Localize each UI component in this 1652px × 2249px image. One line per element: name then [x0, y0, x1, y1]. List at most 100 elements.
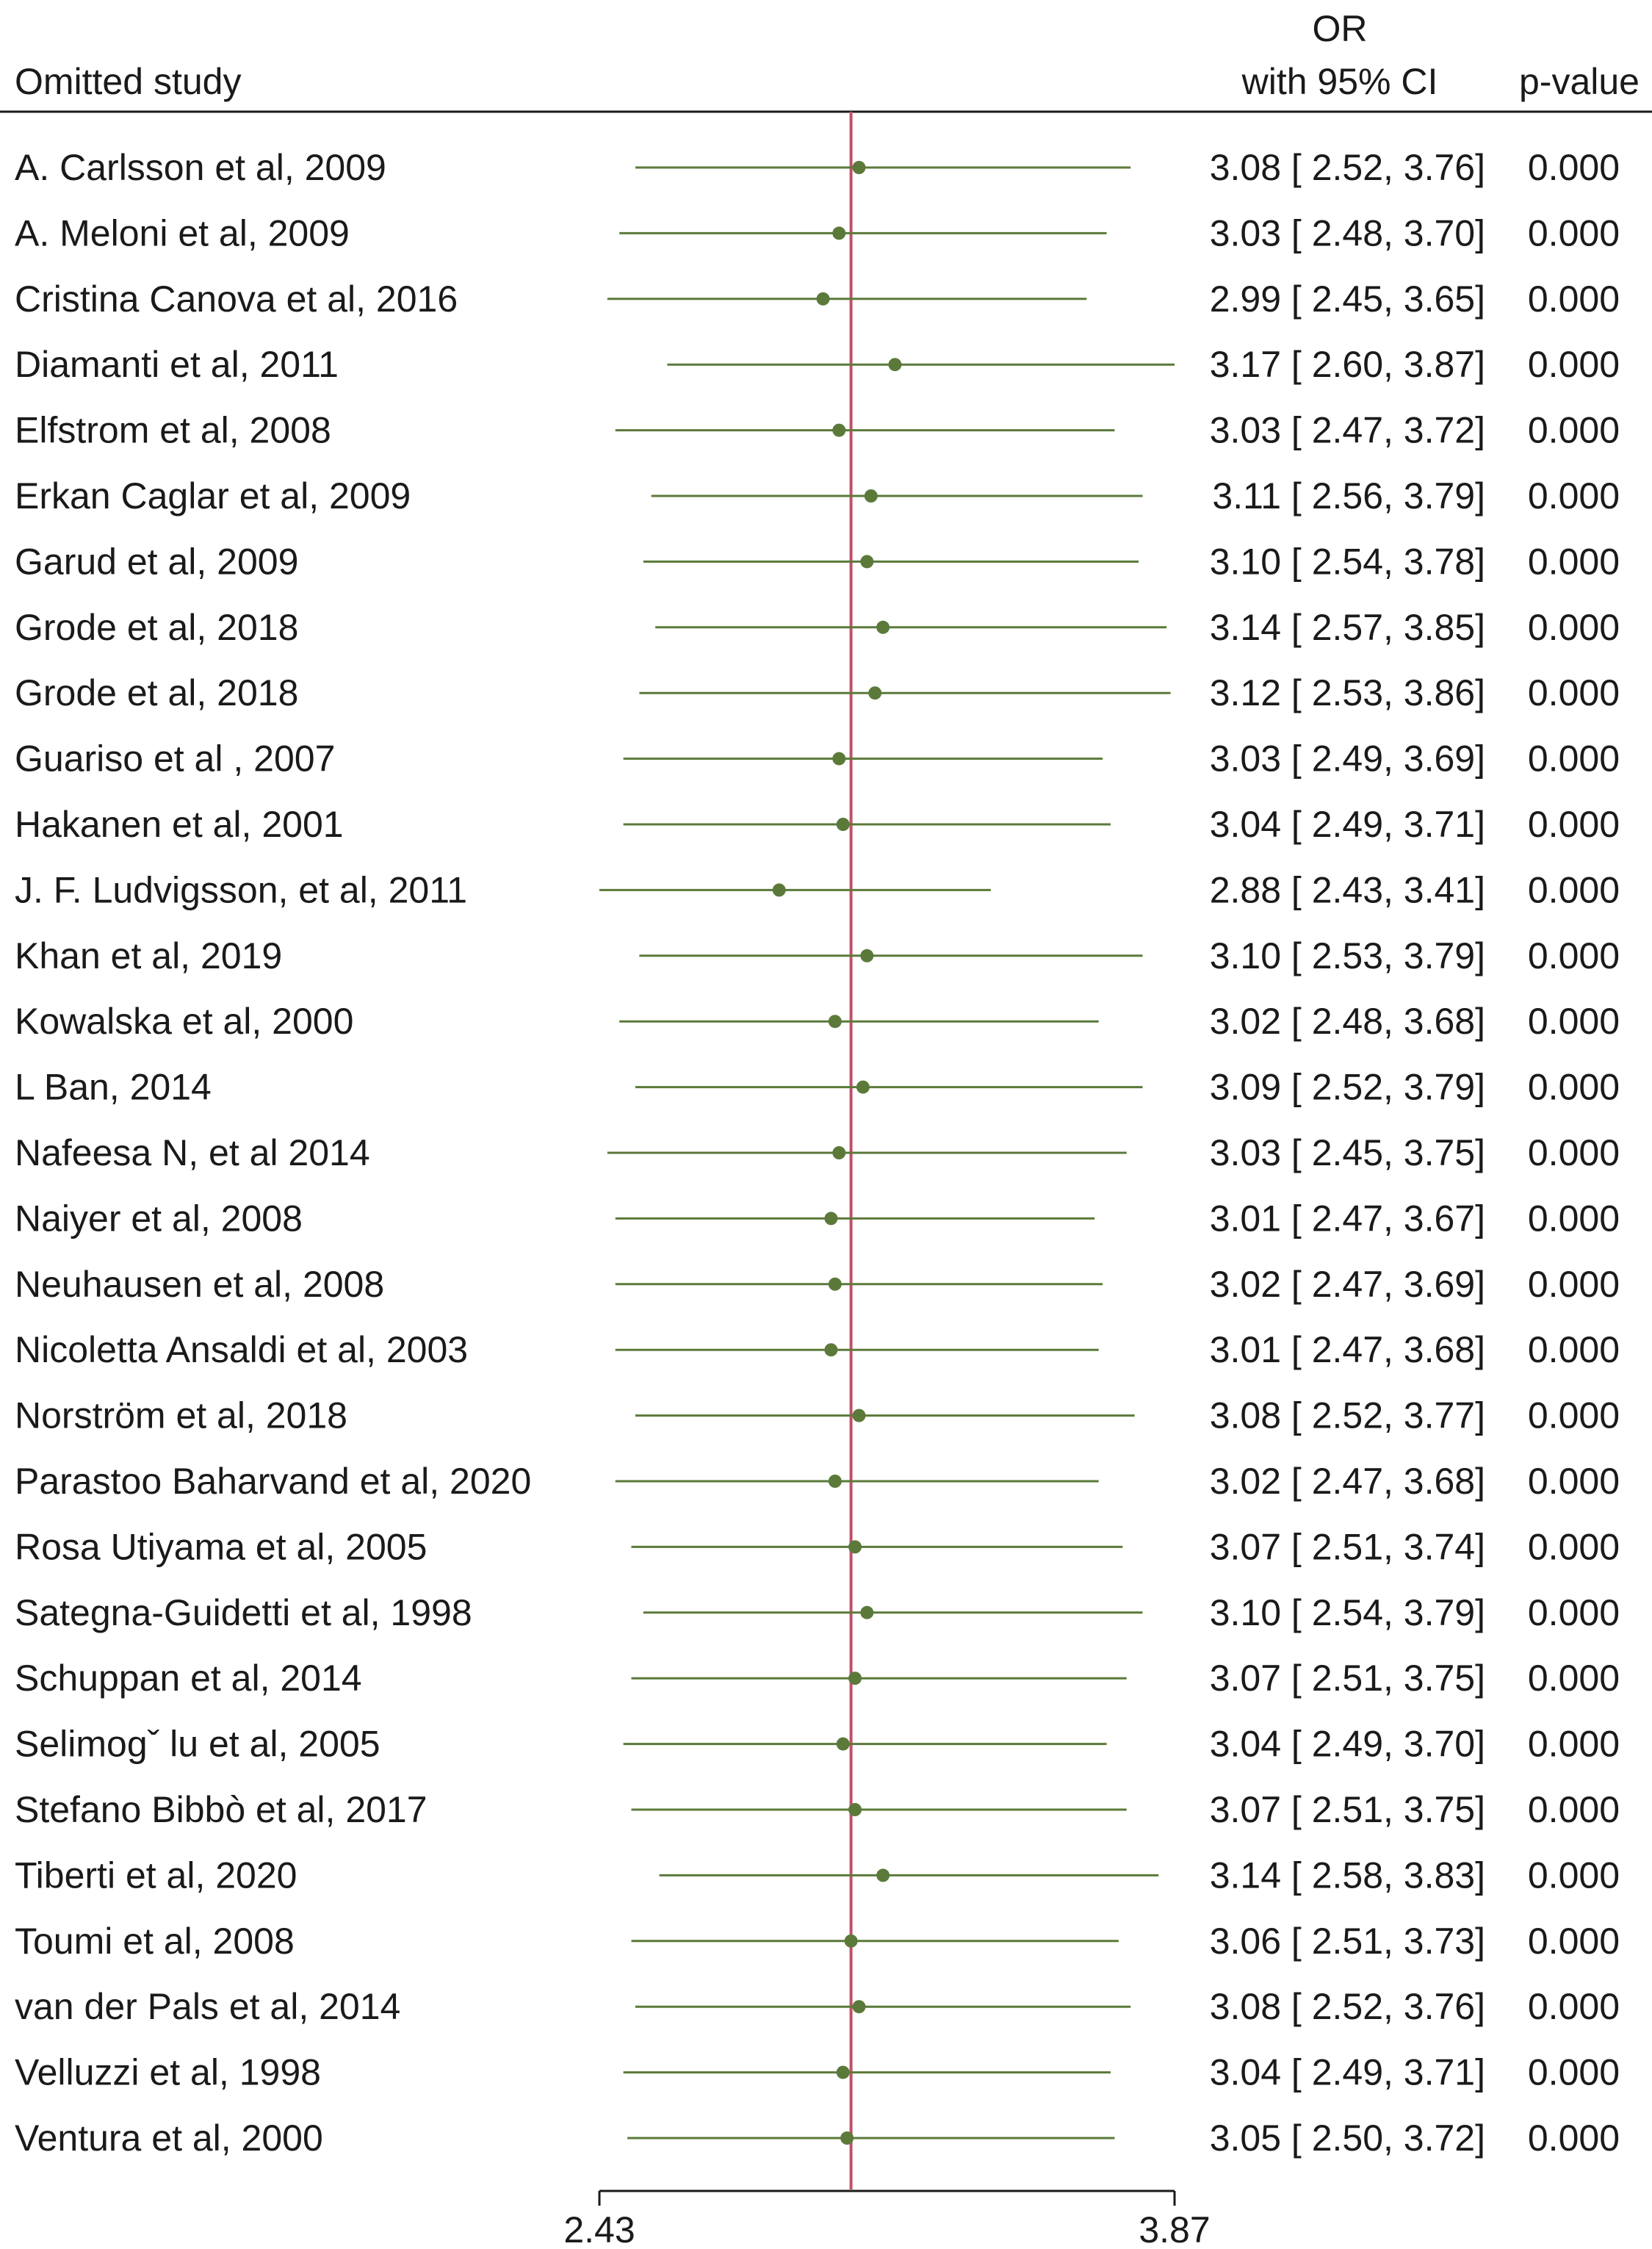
study-label: Neuhausen et al, 2008 — [15, 1264, 384, 1305]
or-ci-value: 3.17 [ 2.60, 3.87] — [1210, 344, 1485, 385]
p-value: 0.000 — [1528, 278, 1620, 320]
p-value: 0.000 — [1528, 607, 1620, 648]
or-ci-value: 3.04 [ 2.49, 3.71] — [1210, 804, 1485, 845]
or-ci-value: 3.03 [ 2.48, 3.70] — [1210, 212, 1485, 253]
or-ci-value: 3.10 [ 2.53, 3.79] — [1210, 935, 1485, 976]
point-estimate — [864, 489, 878, 503]
study-label: Sategna-Guidetti et al, 1998 — [15, 1592, 472, 1633]
point-estimate — [772, 883, 786, 897]
or-ci-value: 3.14 [ 2.57, 3.85] — [1210, 607, 1485, 648]
or-ci-value: 3.03 [ 2.47, 3.72] — [1210, 410, 1485, 451]
point-estimate — [828, 1475, 842, 1488]
p-value: 0.000 — [1528, 1132, 1620, 1173]
point-estimate — [828, 1277, 842, 1291]
or-ci-value: 3.05 [ 2.50, 3.72] — [1210, 2117, 1485, 2159]
p-value: 0.000 — [1528, 935, 1620, 976]
study-label: Nafeesa N, et al 2014 — [15, 1132, 370, 1173]
study-label: Khan et al, 2019 — [15, 935, 282, 976]
p-value: 0.000 — [1528, 1789, 1620, 1830]
x-tick-label-high: 3.87 — [1139, 2209, 1210, 2249]
p-value: 0.000 — [1528, 1395, 1620, 1436]
p-value: 0.000 — [1528, 1724, 1620, 1765]
or-ci-value: 3.01 [ 2.47, 3.68] — [1210, 1329, 1485, 1370]
point-estimate — [836, 1737, 850, 1751]
or-ci-value: 3.03 [ 2.45, 3.75] — [1210, 1132, 1485, 1173]
study-label: A. Carlsson et al, 2009 — [15, 147, 386, 188]
or-ci-value: 3.11 [ 2.56, 3.79] — [1212, 475, 1485, 517]
point-estimate — [816, 292, 830, 306]
or-ci-value: 3.14 [ 2.58, 3.83] — [1210, 1854, 1485, 1896]
study-label: Diamanti et al, 2011 — [15, 344, 339, 385]
or-ci-value: 3.12 [ 2.53, 3.86] — [1210, 672, 1485, 713]
or-ci-value: 3.10 [ 2.54, 3.78] — [1210, 541, 1485, 582]
p-value: 0.000 — [1528, 1921, 1620, 1962]
point-estimate — [832, 752, 846, 766]
p-value: 0.000 — [1528, 1067, 1620, 1108]
x-tick-label-low: 2.43 — [563, 2209, 635, 2249]
study-label: Elfstrom et al, 2008 — [15, 410, 331, 451]
study-label: Cristina Canova et al, 2016 — [15, 278, 458, 320]
study-label: Hakanen et al, 2001 — [15, 804, 344, 845]
point-estimate — [868, 686, 882, 700]
point-estimate — [836, 818, 850, 831]
study-label: Tiberti et al, 2020 — [15, 1854, 297, 1896]
point-estimate — [860, 1605, 874, 1619]
header-pvalue: p-value — [1519, 61, 1640, 102]
or-ci-value: 3.02 [ 2.47, 3.69] — [1210, 1264, 1485, 1305]
or-ci-value: 3.02 [ 2.47, 3.68] — [1210, 1461, 1485, 1502]
or-ci-value: 3.08 [ 2.52, 3.77] — [1210, 1395, 1485, 1436]
study-label: Norström et al, 2018 — [15, 1395, 347, 1436]
p-value: 0.000 — [1528, 344, 1620, 385]
or-ci-value: 3.08 [ 2.52, 3.76] — [1210, 1986, 1485, 2027]
point-estimate — [856, 1080, 870, 1094]
p-value: 0.000 — [1528, 541, 1620, 582]
point-estimate — [844, 1934, 858, 1948]
p-value: 0.000 — [1528, 1329, 1620, 1370]
point-estimate — [840, 2131, 854, 2145]
point-estimate — [836, 2065, 850, 2079]
point-estimate — [848, 1803, 862, 1816]
point-estimate — [848, 1672, 862, 1685]
or-ci-value: 3.07 [ 2.51, 3.74] — [1210, 1526, 1485, 1567]
point-estimate — [832, 423, 846, 437]
point-estimate — [860, 555, 874, 569]
point-estimate — [852, 1408, 866, 1422]
p-value: 0.000 — [1528, 212, 1620, 253]
study-label: Stefano Bibbò et al, 2017 — [15, 1789, 428, 1830]
p-value: 0.000 — [1528, 1592, 1620, 1633]
p-value: 0.000 — [1528, 1461, 1620, 1502]
p-value: 0.000 — [1528, 475, 1620, 517]
p-value: 0.000 — [1528, 1986, 1620, 2027]
p-value: 0.000 — [1528, 2117, 1620, 2159]
or-ci-value: 3.04 [ 2.49, 3.70] — [1210, 1724, 1485, 1765]
point-estimate — [876, 620, 890, 634]
p-value: 0.000 — [1528, 804, 1620, 845]
p-value: 0.000 — [1528, 1264, 1620, 1305]
p-value: 0.000 — [1528, 738, 1620, 780]
point-estimate — [852, 161, 866, 174]
study-label: Nicoletta Ansaldi et al, 2003 — [15, 1329, 468, 1370]
study-label: L Ban, 2014 — [15, 1067, 212, 1108]
p-value: 0.000 — [1528, 1526, 1620, 1567]
or-ci-value: 2.88 [ 2.43, 3.41] — [1210, 869, 1485, 910]
point-estimate — [852, 2000, 866, 2014]
study-label: Guariso et al , 2007 — [15, 738, 335, 780]
or-ci-value: 3.07 [ 2.51, 3.75] — [1210, 1658, 1485, 1699]
study-label: Grode et al, 2018 — [15, 672, 298, 713]
rows-group: A. Carlsson et al, 2009 3.08 [ 2.52, 3.76… — [15, 147, 1620, 2159]
point-estimate — [828, 1015, 842, 1029]
p-value: 0.000 — [1528, 147, 1620, 188]
p-value: 0.000 — [1528, 1658, 1620, 1699]
p-value: 0.000 — [1528, 869, 1620, 910]
or-ci-value: 3.02 [ 2.48, 3.68] — [1210, 1001, 1485, 1042]
study-label: Ventura et al, 2000 — [15, 2117, 323, 2159]
point-estimate — [888, 358, 902, 372]
or-ci-value: 3.04 [ 2.49, 3.71] — [1210, 2052, 1485, 2093]
study-label: Schuppan et al, 2014 — [15, 1658, 362, 1699]
point-estimate — [848, 1540, 862, 1554]
study-label: Kowalska et al, 2000 — [15, 1001, 353, 1042]
study-label: Selimogˇ lu et al, 2005 — [15, 1724, 380, 1765]
study-label: J. F. Ludvigsson, et al, 2011 — [15, 869, 467, 910]
or-ci-value: 3.09 [ 2.52, 3.79] — [1210, 1067, 1485, 1108]
